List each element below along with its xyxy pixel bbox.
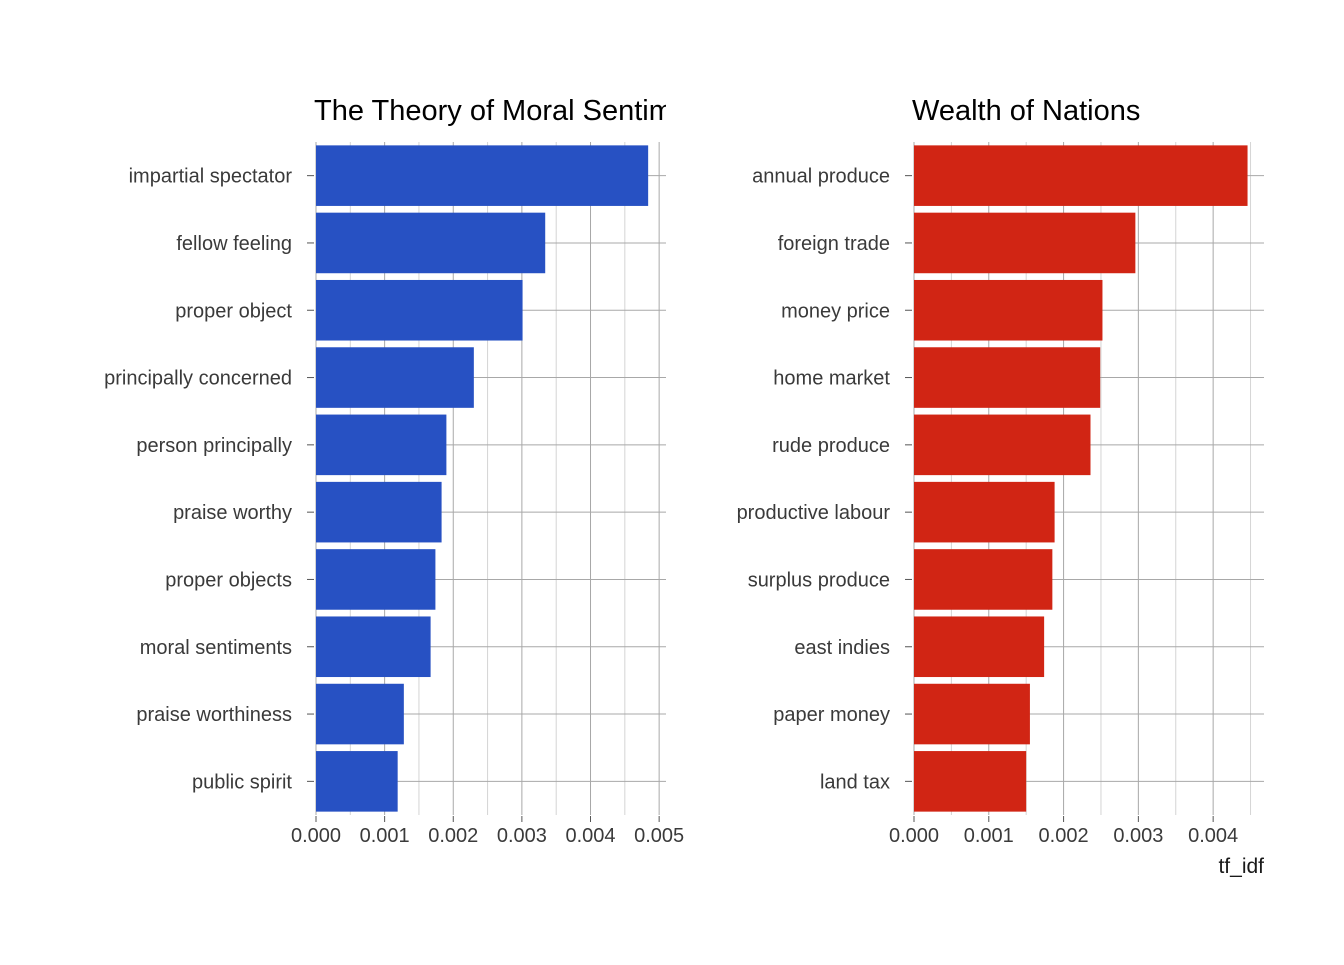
category-label: east indies (794, 637, 890, 659)
x-axis: 0.000 0.001 0.002 0.003 0.004 0.005 (291, 816, 684, 847)
x-tick-label: 0.005 (634, 825, 684, 847)
category-label: praise worthy (173, 502, 292, 524)
bar-home-market (914, 347, 1101, 408)
category-label: fellow feeling (176, 233, 292, 255)
bar-praise-worthy (316, 481, 442, 543)
panel-wealth-of-nations: Wealth of Nations annual produce foreign … (737, 95, 1264, 847)
x-tick-label: 0.001 (360, 825, 410, 847)
category-label: foreign trade (778, 233, 890, 255)
category-label: principally concerned (104, 368, 292, 390)
category-label: rude produce (772, 435, 890, 457)
bar-productive-labour (914, 481, 1055, 543)
category-label: annual produce (752, 166, 890, 188)
bars (914, 145, 1248, 812)
category-label: land tax (820, 771, 890, 793)
y-axis: impartial spectator fellow feeling proper … (104, 166, 314, 793)
x-tick-label: 0.003 (497, 825, 547, 847)
bar-praise-worthiness (316, 683, 404, 745)
panel-title: The Theory of Moral Sentimen (314, 95, 705, 127)
bar-foreign-trade (914, 212, 1136, 274)
category-label: moral sentiments (140, 637, 292, 659)
x-tick-label: 0.000 (889, 825, 939, 847)
category-label: impartial spectator (129, 166, 293, 188)
x-axis-title: tf_idf (1218, 855, 1264, 878)
bar-land-tax (914, 751, 1027, 812)
x-tick-label: 0.001 (964, 825, 1014, 847)
category-label: money price (781, 300, 890, 322)
category-label: home market (773, 368, 890, 390)
y-axis: annual produce foreign trade money price ho… (737, 166, 912, 793)
x-tick-label: 0.000 (291, 825, 341, 847)
bar-rude-produce (914, 414, 1091, 476)
category-label: proper object (175, 300, 292, 322)
bar-fellow-feeling (316, 212, 546, 274)
bar-public-spirit (316, 751, 398, 812)
x-tick-label: 0.002 (428, 825, 478, 847)
panel-moral-sentiments: The Theory of Moral Sentimen impartial s… (104, 95, 705, 847)
bar-proper-object (316, 279, 523, 341)
bar-money-price (914, 279, 1103, 341)
x-tick-label: 0.003 (1113, 825, 1163, 847)
category-label: productive labour (737, 502, 891, 524)
category-label: praise worthiness (136, 704, 292, 726)
bar-surplus-produce (914, 549, 1053, 610)
bar-moral-sentiments (316, 616, 431, 678)
bar-principally-concerned (316, 347, 474, 408)
x-tick-label: 0.004 (1188, 825, 1238, 847)
x-axis: 0.000 0.001 0.002 0.003 0.004 (889, 816, 1238, 847)
bar-person-principally (316, 414, 447, 476)
x-tick-label: 0.004 (565, 825, 615, 847)
panel-title: Wealth of Nations (912, 95, 1140, 127)
x-tick-label: 0.002 (1039, 825, 1089, 847)
bar-proper-objects (316, 549, 436, 610)
bar-annual-produce (914, 145, 1248, 206)
bar-paper-money (914, 683, 1030, 745)
category-label: paper money (773, 704, 890, 726)
category-label: proper objects (165, 569, 292, 591)
bar-east-indies (914, 616, 1045, 678)
bars (316, 145, 649, 812)
category-label: person principally (136, 435, 292, 457)
bar-impartial-spectator (316, 145, 649, 206)
category-label: surplus produce (748, 569, 890, 591)
category-label: public spirit (192, 771, 292, 793)
